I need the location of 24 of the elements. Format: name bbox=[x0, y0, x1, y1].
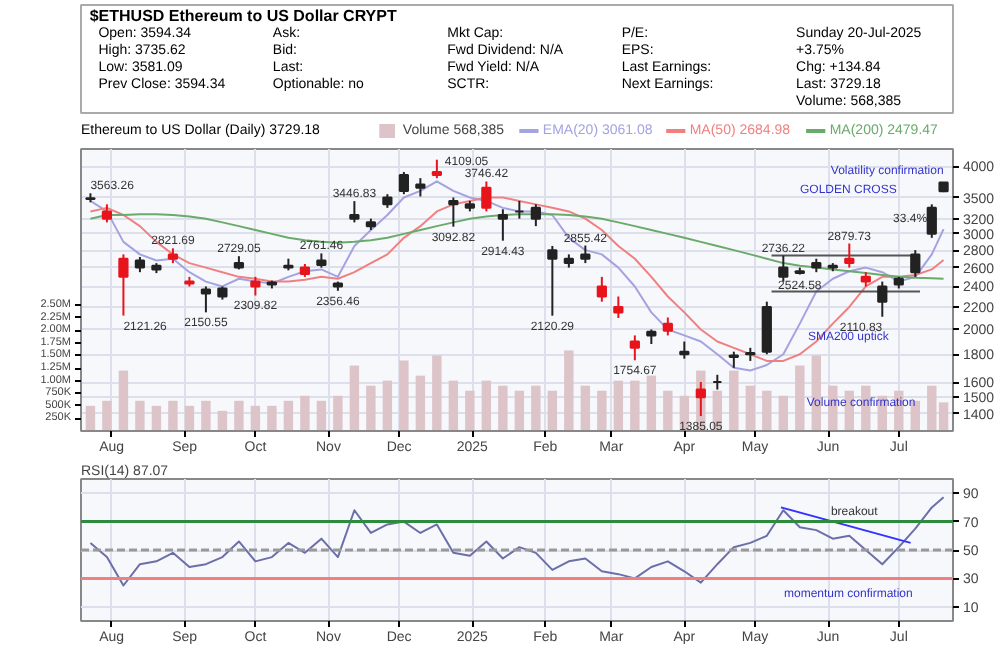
candlestick bbox=[118, 253, 129, 317]
line-series bbox=[89, 496, 945, 587]
candlestick bbox=[926, 203, 937, 239]
candlestick bbox=[530, 203, 541, 228]
candlestick bbox=[613, 295, 624, 319]
candlestick bbox=[415, 177, 426, 198]
candlestick bbox=[596, 275, 607, 303]
candlestick bbox=[547, 244, 558, 317]
candlestick bbox=[398, 171, 409, 196]
candlestick bbox=[629, 334, 640, 362]
candlestick bbox=[349, 200, 360, 224]
candlestick bbox=[448, 196, 459, 228]
candlestick bbox=[778, 254, 789, 283]
text: $ETHUSD Ethereum to US Dollar CRYPT bbox=[89, 6, 397, 25]
candlestick bbox=[497, 208, 508, 242]
candlestick bbox=[250, 275, 261, 297]
candlestick bbox=[844, 242, 855, 269]
candlestick bbox=[481, 180, 492, 213]
candlestick bbox=[431, 158, 442, 180]
candlestick bbox=[761, 300, 772, 356]
candlestick bbox=[101, 203, 113, 224]
candlestick bbox=[200, 285, 212, 314]
candlestick bbox=[877, 280, 888, 318]
candlestick bbox=[910, 249, 921, 278]
